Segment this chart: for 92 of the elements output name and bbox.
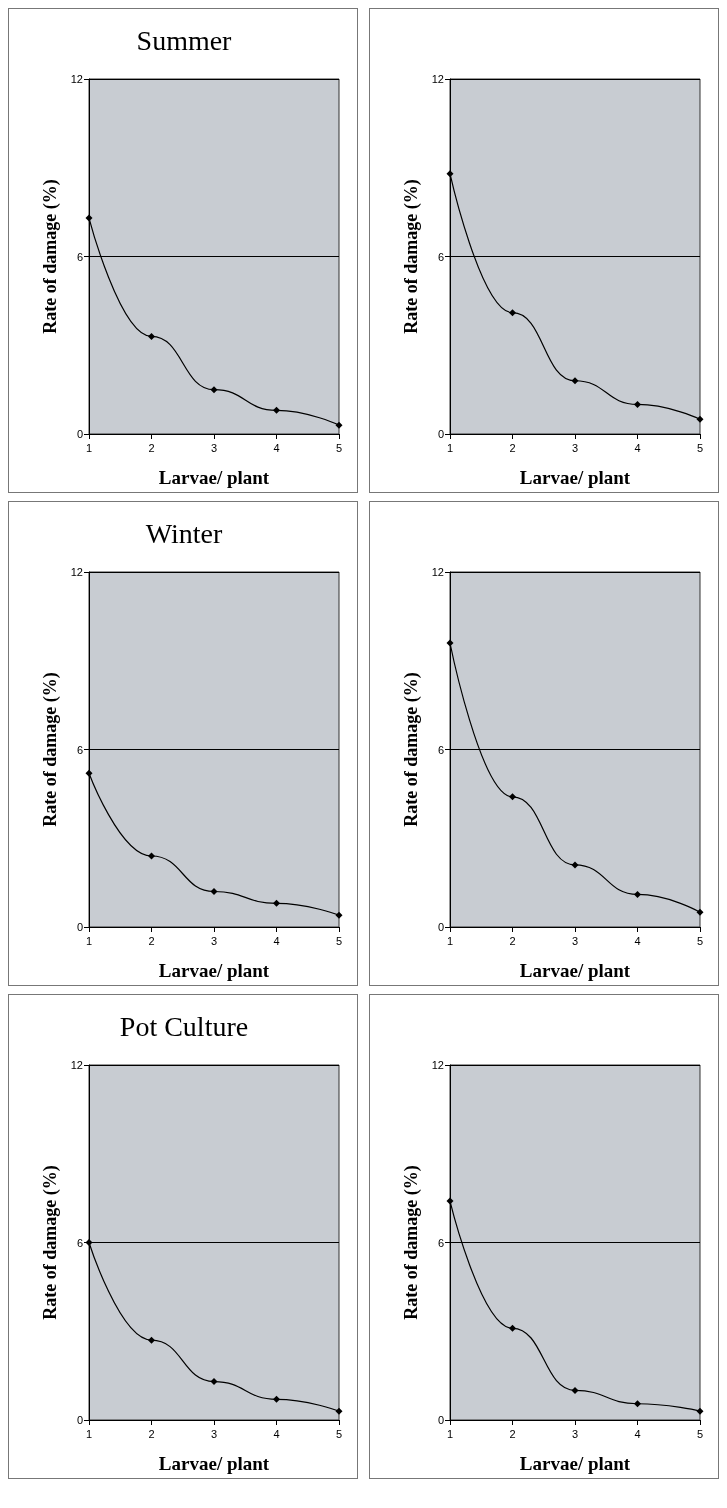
x-tick-label: 1 — [446, 1427, 454, 1440]
y-axis-title: Rate of damage (%) — [40, 1165, 61, 1320]
point — [85, 769, 93, 777]
y-axis-title: Rate of damage (%) — [401, 672, 422, 827]
y-tick-label: 0 — [76, 428, 83, 440]
x-axis-title: Larvae/ plant — [519, 467, 631, 488]
point — [210, 386, 218, 394]
point — [446, 170, 454, 178]
point — [85, 214, 93, 222]
point — [571, 377, 579, 385]
y-tick-label: 12 — [70, 1059, 83, 1071]
x-axis-title: Larvae/ plant — [158, 960, 270, 981]
y-tick-label: 6 — [437, 250, 444, 263]
point — [210, 888, 218, 895]
x-tick-label: 4 — [273, 934, 280, 947]
y-tick-label: 12 — [70, 566, 83, 578]
x-tick-label: 1 — [85, 934, 93, 947]
x-tick-label: 4 — [273, 1427, 280, 1440]
x-tick-label: 3 — [210, 441, 218, 454]
point — [273, 406, 280, 414]
point — [571, 861, 579, 869]
x-tick-label: 1 — [85, 441, 93, 454]
x-tick-label: 3 — [210, 1427, 218, 1440]
point — [509, 793, 516, 801]
point — [634, 1400, 641, 1408]
x-tick-label: 3 — [571, 1427, 579, 1440]
x-tick-label: 5 — [335, 1427, 343, 1440]
y-tick-label: 12 — [70, 73, 83, 85]
x-tick-label: 5 — [696, 934, 704, 947]
x-tick-label: 5 — [335, 934, 343, 947]
x-tick-label: 1 — [85, 1427, 93, 1440]
y-tick-label: 0 — [76, 921, 83, 933]
y-axis-title: Rate of damage (%) — [40, 179, 61, 334]
y-axis-title: Rate of damage (%) — [401, 1165, 422, 1320]
point — [148, 332, 155, 340]
x-tick-label: 1 — [446, 934, 454, 947]
chart-title: Summer — [136, 24, 233, 56]
x-tick-label: 4 — [634, 934, 641, 947]
x-tick-label: 2 — [148, 934, 155, 947]
x-tick-label: 4 — [634, 1427, 641, 1440]
y-tick-label: 6 — [437, 1236, 444, 1249]
y-tick-label: 0 — [437, 921, 444, 933]
x-tick-label: 2 — [509, 1427, 516, 1440]
point — [148, 1336, 155, 1344]
point — [210, 1378, 218, 1386]
point — [273, 899, 280, 907]
point — [446, 639, 454, 647]
y-tick-label: 0 — [76, 1414, 83, 1426]
y-tick-label: 12 — [431, 1059, 444, 1071]
x-tick-label: 5 — [696, 1427, 704, 1440]
x-tick-label: 2 — [509, 441, 516, 454]
y-tick-label: 0 — [437, 1414, 444, 1426]
x-axis-title: Larvae/ plant — [519, 1453, 631, 1474]
y-axis-title: Rate of damage (%) — [40, 672, 61, 827]
x-axis-title: Larvae/ plant — [158, 467, 270, 488]
point — [696, 415, 704, 423]
point — [634, 400, 641, 408]
point — [571, 1386, 579, 1394]
y-tick-label: 6 — [76, 250, 83, 263]
x-tick-label: 1 — [446, 441, 454, 454]
x-tick-label: 3 — [571, 441, 579, 454]
chart-title: Pot Culture — [119, 1010, 249, 1042]
y-tick-label: 6 — [76, 743, 83, 756]
point — [335, 911, 343, 919]
point — [273, 1395, 280, 1403]
point — [446, 1197, 454, 1205]
point — [148, 852, 155, 860]
y-tick-label: 12 — [431, 73, 444, 85]
x-tick-label: 5 — [335, 441, 343, 454]
y-tick-label: 0 — [437, 428, 444, 440]
y-tick-label: 12 — [431, 566, 444, 578]
point — [509, 309, 516, 317]
x-axis-title: Larvae/ plant — [158, 1453, 270, 1474]
x-axis-title: Larvae/ plant — [519, 960, 631, 981]
y-tick-label: 6 — [437, 743, 444, 756]
point — [509, 1324, 516, 1332]
x-tick-label: 4 — [273, 441, 280, 454]
x-tick-label: 4 — [634, 441, 641, 454]
y-axis-title: Rate of damage (%) — [401, 179, 422, 334]
x-tick-label: 2 — [148, 441, 155, 454]
point — [634, 890, 641, 898]
x-tick-label: 2 — [148, 1427, 155, 1440]
x-tick-label: 5 — [696, 441, 704, 454]
x-tick-label: 3 — [571, 934, 579, 947]
point — [696, 908, 704, 916]
x-tick-label: 2 — [509, 934, 516, 947]
point — [696, 1407, 704, 1415]
point — [335, 1407, 343, 1415]
x-tick-label: 3 — [210, 934, 218, 947]
point — [335, 421, 343, 429]
chart-title: Winter — [145, 517, 223, 549]
y-tick-label: 6 — [76, 1236, 83, 1249]
